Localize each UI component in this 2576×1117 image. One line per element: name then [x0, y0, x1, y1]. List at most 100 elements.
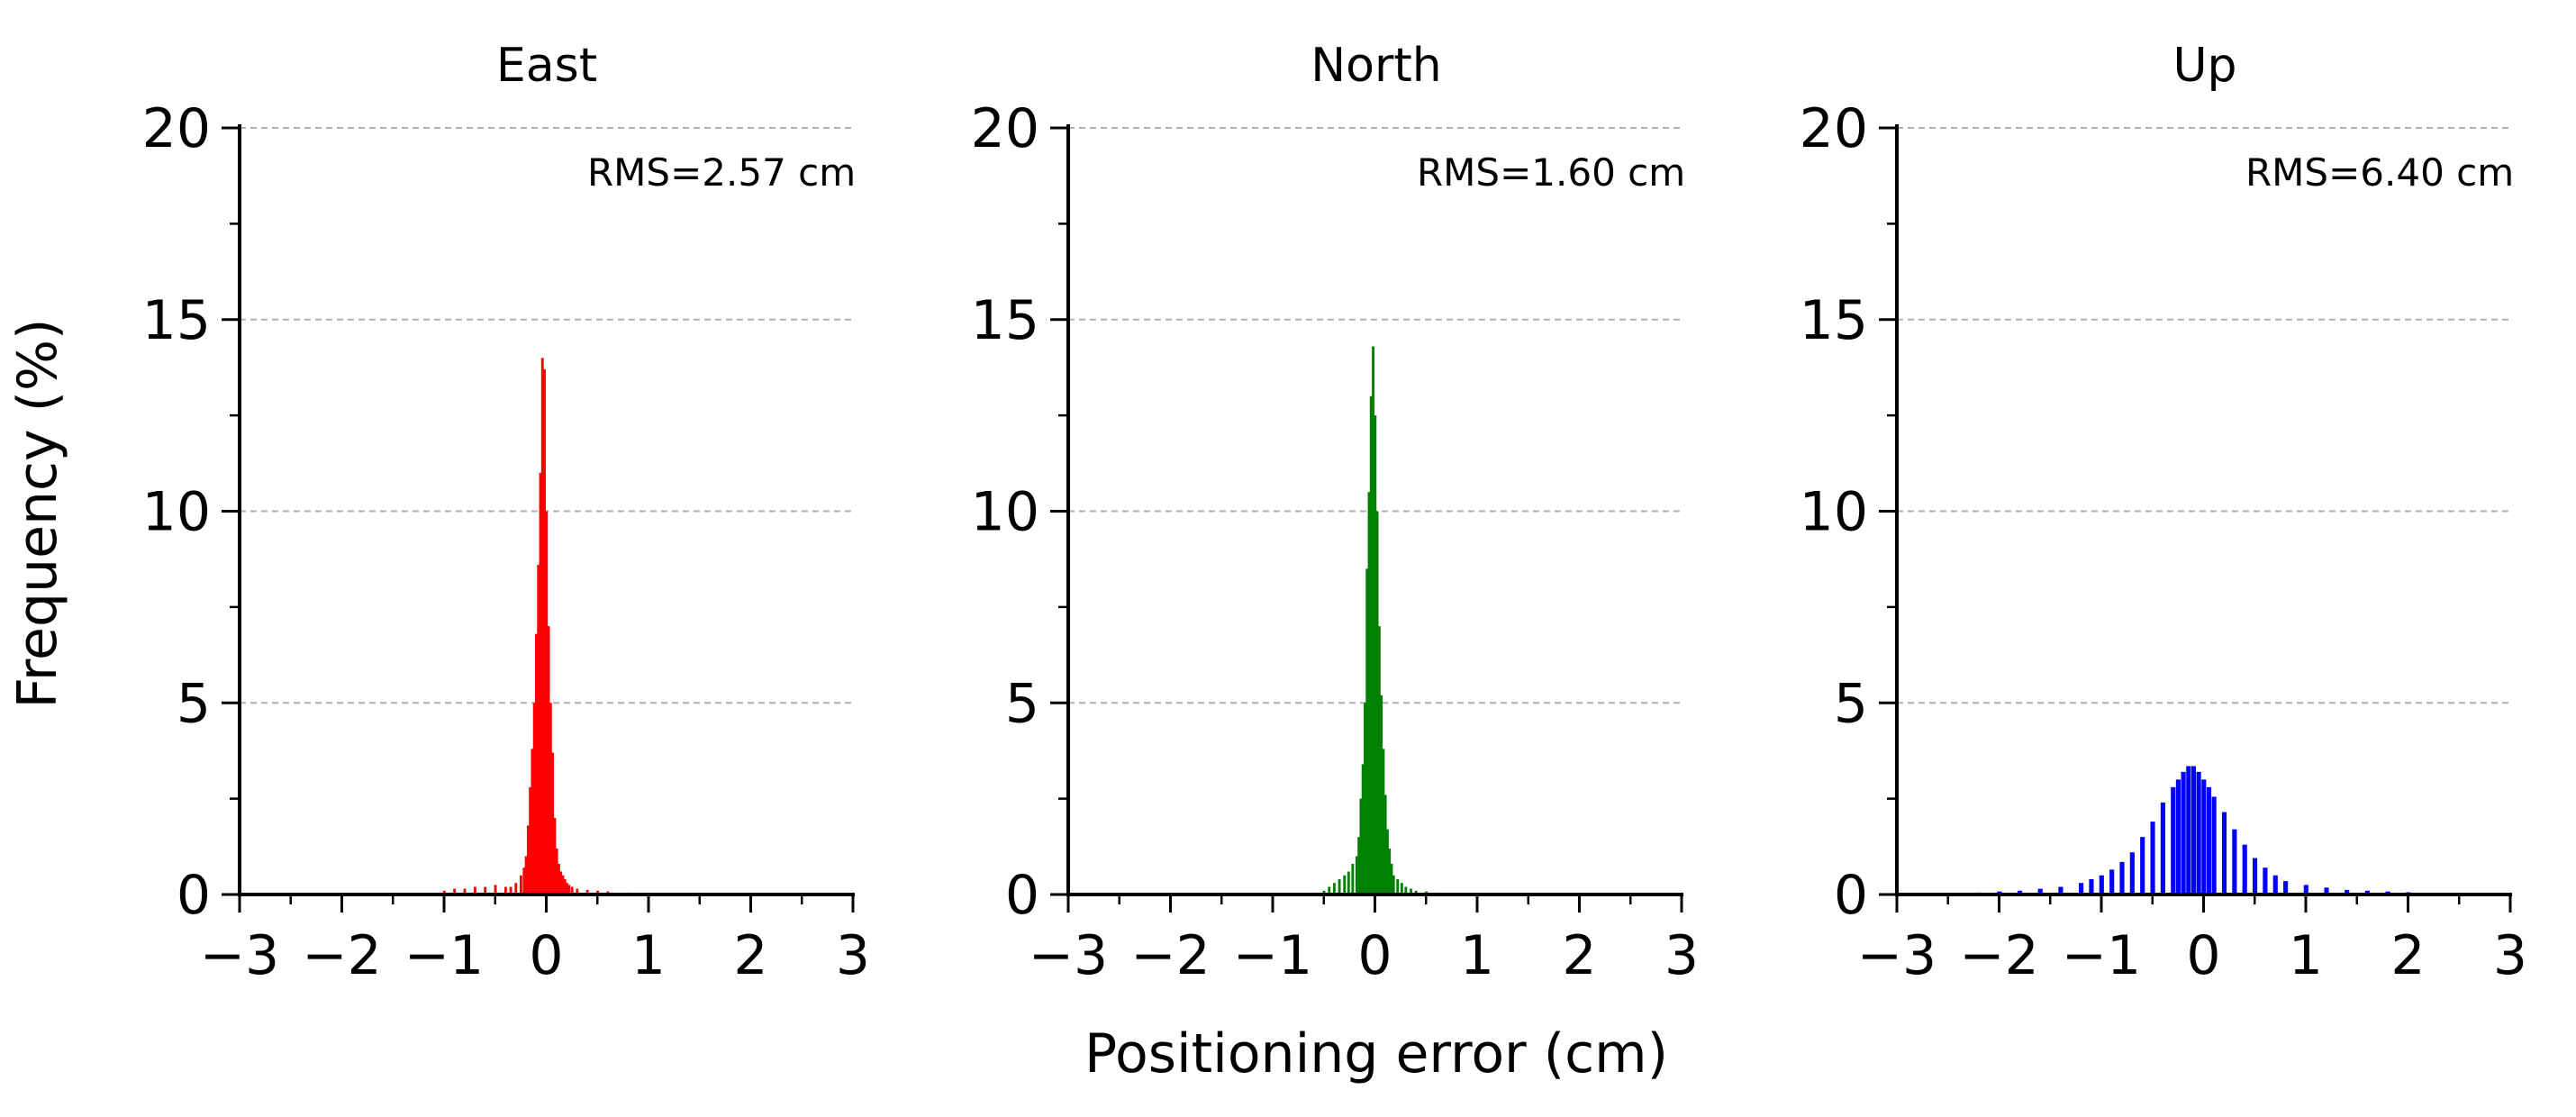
histogram-bar: [2191, 766, 2197, 895]
histogram-bar: [514, 883, 518, 895]
histogram-bar: [484, 886, 487, 895]
y-tick-label: 10: [1800, 481, 1868, 544]
histogram-bar: [1414, 890, 1418, 895]
histogram-bar: [526, 825, 530, 895]
y-tick-label: 0: [1005, 864, 1039, 927]
x-tick-label: 1: [631, 924, 666, 987]
x-tick-label: −1: [2062, 924, 2141, 987]
histogram-bar: [2242, 844, 2247, 895]
histogram-bar: [519, 875, 522, 895]
histogram-bar: [2263, 867, 2268, 895]
y-tick-label: 20: [971, 97, 1039, 160]
histogram-bar: [1357, 837, 1361, 895]
rms-annotation: RMS=6.40 cm: [2245, 150, 2514, 195]
histogram-bar: [1364, 703, 1366, 895]
histogram-bar: [1396, 878, 1400, 895]
histogram-bar: [1390, 863, 1393, 895]
x-tick-label: 2: [2390, 924, 2425, 987]
y-tick-label: 5: [177, 672, 211, 735]
histogram-bar: [1380, 695, 1383, 895]
histogram-bar: [2283, 881, 2289, 895]
histogram-bar: [2119, 861, 2125, 895]
histogram-bar: [509, 886, 512, 895]
x-tick-label: 2: [733, 924, 767, 987]
histogram-bar: [2186, 766, 2191, 895]
y-tick-label: 0: [177, 864, 211, 927]
histogram-bar: [559, 871, 563, 895]
y-tick-label: 5: [1834, 672, 1868, 735]
x-tick-label: −1: [404, 924, 484, 987]
histogram-bar: [473, 886, 476, 895]
x-tick-label: −2: [302, 924, 381, 987]
x-tick-label: −2: [1130, 924, 1210, 987]
y-tick-label: 15: [1800, 289, 1868, 352]
histogram-bar: [2303, 885, 2308, 895]
panel-east: East RMS=2.57 cm 0 5 10 15 20 −3 −2 −1 0 1 2 3: [142, 39, 870, 987]
histogram-bar: [2206, 786, 2212, 895]
histogram-bar: [532, 703, 536, 895]
histogram-bar: [1392, 875, 1395, 895]
x-tick-label: 3: [2493, 924, 2527, 987]
x-tick-label: 3: [836, 924, 870, 987]
x-tick-label: 0: [2186, 924, 2220, 987]
histogram-bar: [1365, 568, 1369, 895]
histogram-bar: [1374, 415, 1377, 895]
histogram-bar: [1351, 863, 1355, 895]
y-tick-label: 20: [142, 97, 211, 160]
histogram-bar: [2181, 771, 2186, 895]
histogram-bar: [555, 848, 558, 895]
histogram-bar: [1404, 886, 1408, 895]
x-tick-label: 0: [1357, 924, 1392, 987]
histogram-bar: [531, 749, 534, 895]
histogram-bar: [543, 369, 546, 895]
histogram-bar: [2175, 779, 2181, 895]
histogram-bar: [2150, 822, 2155, 895]
histogram-bar: [529, 786, 532, 895]
bar-series: [1976, 766, 2493, 895]
panel-title: North: [1311, 39, 1441, 93]
x-tick-label: 1: [2289, 924, 2323, 987]
histogram-bar: [551, 752, 555, 895]
histogram-bar: [2109, 869, 2115, 895]
histogram-bar: [547, 626, 550, 895]
histogram-bar: [2140, 837, 2145, 895]
panel-title: Up: [2172, 39, 2236, 93]
y-tick-label: 0: [1834, 864, 1868, 927]
histogram-bar: [1355, 856, 1358, 895]
histogram-bar: [1400, 883, 1403, 895]
histogram-bar: [503, 886, 507, 895]
histogram-bar: [566, 883, 568, 895]
histogram-bar: [1385, 829, 1389, 895]
y-tick-label: 10: [971, 481, 1039, 544]
histogram-bar: [545, 511, 549, 895]
histogram-bar: [2211, 796, 2217, 895]
histogram-bar: [1359, 798, 1363, 895]
bar-series: [442, 358, 650, 895]
histogram-bar: [2252, 858, 2258, 895]
histogram-bar: [1372, 346, 1374, 895]
histogram-bar: [561, 875, 565, 895]
histogram-bar: [549, 703, 552, 895]
histogram-bar: [2171, 786, 2176, 895]
histogram-bar: [2221, 812, 2227, 895]
histogram-bar: [1328, 886, 1331, 895]
histogram-bar: [576, 888, 579, 895]
histogram-bar: [2129, 852, 2135, 895]
x-axis-title: Positioning error (cm): [1084, 1022, 1668, 1085]
bar-series: [1312, 346, 1438, 895]
histogram-bar: [596, 890, 599, 895]
histogram-bar: [570, 886, 574, 895]
histogram-bar: [563, 878, 567, 895]
histogram-bar: [2037, 888, 2043, 895]
x-tick-label: −3: [1857, 924, 1937, 987]
x-tick-label: −2: [1959, 924, 2038, 987]
histogram-bar: [453, 888, 457, 895]
x-tick-label: 3: [1664, 924, 1699, 987]
panel-title: East: [496, 39, 597, 93]
panel-north: North RMS=1.60 cm 0 5 10 15 20 −3 −2 −1 0 1 2 3: [971, 39, 1699, 987]
histogram-bar: [553, 817, 557, 895]
histogram-bar: [1377, 626, 1381, 895]
histogram-bar: [540, 358, 544, 895]
histogram-bar: [524, 856, 528, 895]
